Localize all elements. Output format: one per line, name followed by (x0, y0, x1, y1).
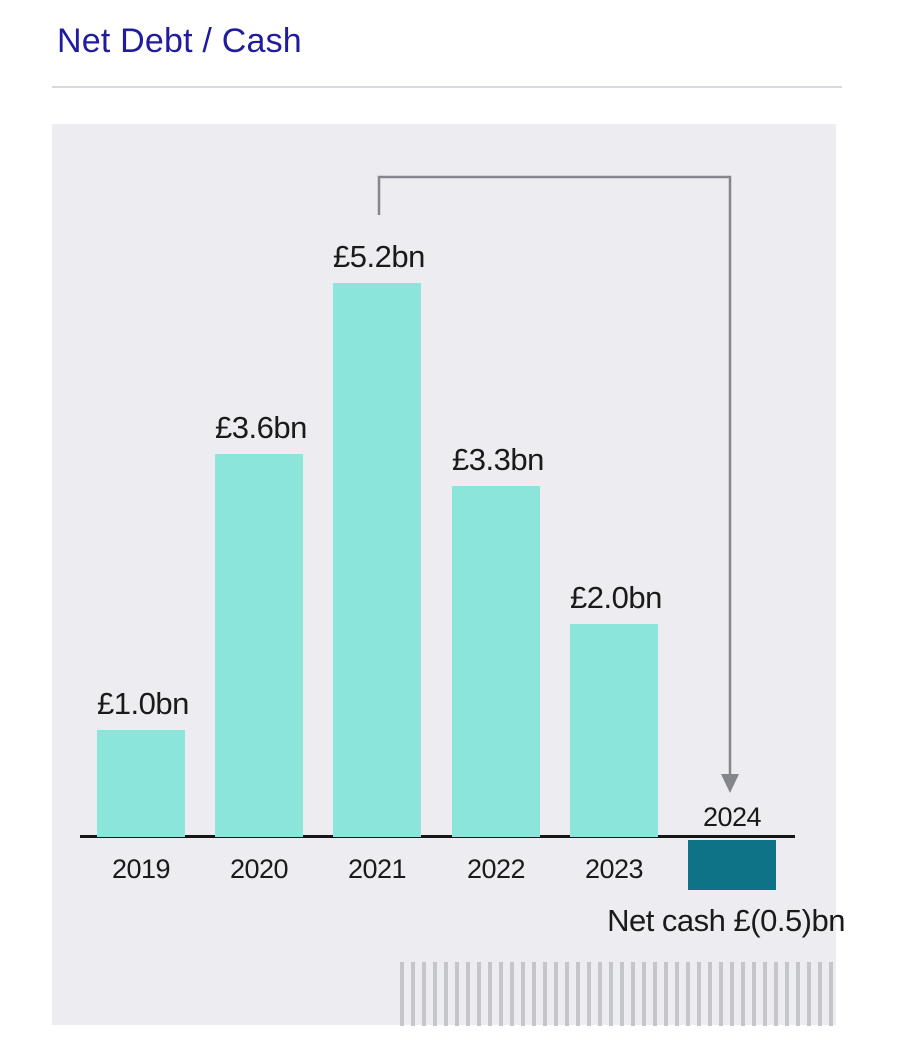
x-tick-2020: 2020 (229, 854, 289, 884)
stripe-pattern-decoration (400, 962, 836, 1026)
bar-2023 (570, 624, 658, 837)
chart-panel: £1.0bn 2019 £3.6bn 2020 £5.2bn 2021 £3.3bn 2022… (52, 124, 836, 1025)
x-tick-2023: 2023 (584, 854, 644, 884)
bar-value-label-2022: £3.3bn (452, 442, 544, 477)
bar-value-label-2023: £2.0bn (570, 580, 662, 615)
bar-value-label-2021: £5.2bn (333, 239, 425, 274)
x-tick-2024: 2024 (702, 802, 762, 832)
bar-2020 (215, 454, 303, 837)
title-divider (52, 86, 842, 88)
bar-value-label-2019: £1.0bn (97, 686, 189, 721)
plot-area: £1.0bn 2019 £3.6bn 2020 £5.2bn 2021 £3.3bn 2022… (52, 124, 836, 1025)
x-tick-2019: 2019 (111, 854, 171, 884)
bar-2024 (688, 840, 776, 890)
bar-value-label-2020: £3.6bn (215, 410, 307, 445)
x-tick-2022: 2022 (466, 854, 526, 884)
x-tick-2021: 2021 (347, 854, 407, 884)
bar-2022 (452, 486, 540, 837)
net-cash-annotation: Net cash £(0.5)bn (607, 903, 845, 938)
bar-2021 (333, 283, 421, 837)
x-axis-line (80, 835, 795, 838)
page-title: Net Debt / Cash (57, 22, 302, 60)
bar-2019 (97, 730, 185, 837)
